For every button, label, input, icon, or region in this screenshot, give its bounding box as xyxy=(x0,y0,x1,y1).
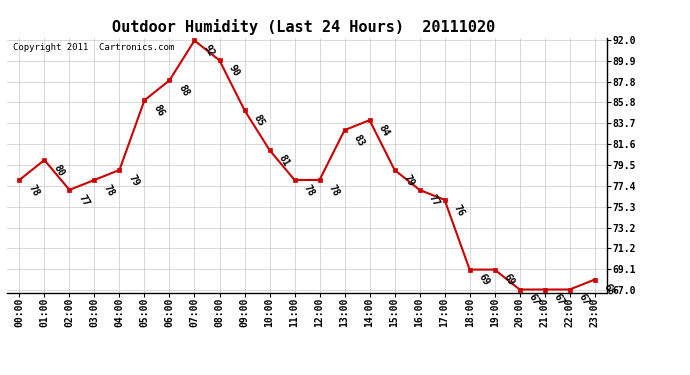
Text: 77: 77 xyxy=(77,193,91,208)
Text: Copyright 2011  Cartronics.com: Copyright 2011 Cartronics.com xyxy=(13,43,174,52)
Text: 92: 92 xyxy=(201,43,216,58)
Text: 90: 90 xyxy=(226,63,241,78)
Text: 85: 85 xyxy=(251,113,266,128)
Text: 78: 78 xyxy=(302,183,316,198)
Text: 68: 68 xyxy=(602,282,616,297)
Text: 76: 76 xyxy=(451,202,466,218)
Text: 80: 80 xyxy=(51,163,66,178)
Text: 67: 67 xyxy=(577,292,591,308)
Text: 83: 83 xyxy=(351,133,366,148)
Text: 84: 84 xyxy=(377,123,391,138)
Text: 81: 81 xyxy=(277,153,291,168)
Text: 69: 69 xyxy=(502,272,516,288)
Text: 67: 67 xyxy=(526,292,541,308)
Text: 78: 78 xyxy=(326,183,341,198)
Text: 69: 69 xyxy=(477,272,491,288)
Text: 86: 86 xyxy=(151,103,166,118)
Text: Outdoor Humidity (Last 24 Hours)  20111020: Outdoor Humidity (Last 24 Hours) 2011102… xyxy=(112,19,495,35)
Text: 79: 79 xyxy=(126,173,141,188)
Text: 77: 77 xyxy=(426,193,441,208)
Text: 78: 78 xyxy=(101,183,116,198)
Text: 78: 78 xyxy=(26,183,41,198)
Text: 67: 67 xyxy=(551,292,566,308)
Text: 79: 79 xyxy=(402,173,416,188)
Text: 88: 88 xyxy=(177,83,191,98)
